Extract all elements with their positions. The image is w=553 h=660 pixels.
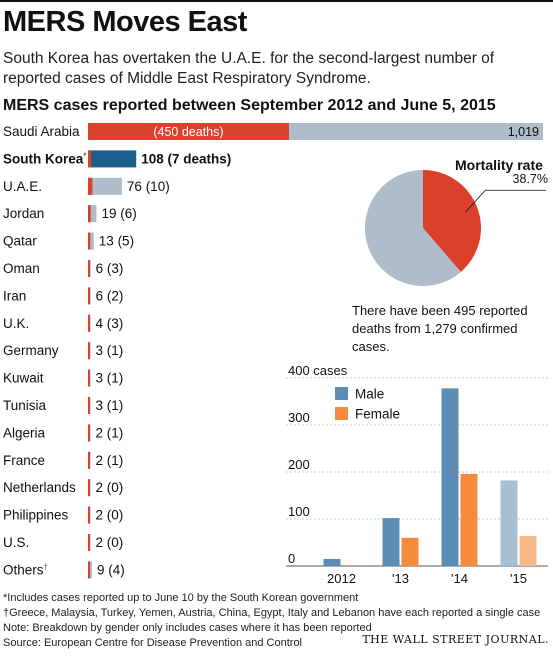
country-label-14: Philippines	[3, 508, 69, 523]
country-label-6: Iran	[3, 288, 26, 303]
mortality-pie-chart: 38.7%	[365, 170, 548, 286]
cases-bar-3	[88, 205, 97, 223]
top-rule	[0, 0, 553, 2]
country-label-12: France	[3, 453, 45, 468]
xtick-1: '13	[392, 571, 409, 586]
footnotes: *Includes cases reported up to June 10 b…	[3, 591, 553, 651]
publisher-logo: THE WALL STREET JOURNAL.	[362, 633, 549, 646]
country-label-7: U.K.	[3, 316, 29, 331]
bar-chart-title: MERS cases reported between September 20…	[3, 97, 496, 114]
deaths-bar-0	[88, 123, 289, 140]
value-label-12: 2 (1)	[96, 453, 124, 468]
cases-bar-16	[88, 561, 93, 579]
deaths-bar-16	[88, 561, 90, 579]
source: Source: European Centre for Disease Prev…	[3, 637, 303, 649]
country-label-16: Others†	[3, 562, 48, 577]
value-label-4: 13 (5)	[99, 234, 134, 249]
footnote-south-korea: *Includes cases reported up to June 10 b…	[3, 592, 359, 604]
deaths-bar-2	[88, 177, 93, 195]
value-label-14: 2 (0)	[96, 508, 124, 523]
deaths-bar-1	[88, 150, 92, 168]
value-label-3: 19 (6)	[101, 206, 136, 221]
value-label-10: 3 (1)	[96, 398, 124, 413]
footnote-mark-1: *	[83, 151, 87, 160]
deaths-bar-6	[88, 287, 90, 305]
country-label-15: U.S.	[3, 535, 29, 550]
pie-note: There have been 495 reported deaths from…	[352, 303, 528, 354]
bar-female-1	[401, 537, 419, 566]
bar-male-1	[382, 518, 400, 566]
dek: South Korea has overtaken the U.A.E. for…	[3, 50, 495, 87]
pie-slice-deaths	[423, 170, 481, 272]
legend-swatch-female	[335, 407, 348, 420]
value-label-7: 4 (3)	[96, 316, 124, 331]
value-label-1: 108 (7 deaths)	[141, 151, 231, 166]
legend-swatch-male	[335, 387, 348, 400]
cases-bar-2	[88, 177, 122, 195]
value-label-15: 2 (0)	[96, 535, 124, 550]
legend-label-male: Male	[355, 387, 384, 402]
value-label-6: 6 (2)	[96, 288, 124, 303]
xtick-0: 2012	[327, 571, 356, 586]
cases-bar-4	[88, 232, 94, 250]
cases-bar-chart: Saudi Arabia (450 deaths) 1,019 South Korea…	[3, 123, 543, 579]
country-label-11: Algeria	[3, 425, 46, 440]
cases-bar-1	[88, 150, 137, 168]
deaths-label-0: (450 deaths)	[153, 125, 223, 139]
deaths-bar-8	[88, 342, 90, 360]
deaths-bar-3	[88, 205, 91, 223]
footnote-mark-16: †	[44, 562, 48, 571]
deaths-bar-13	[88, 479, 90, 497]
value-label-9: 3 (1)	[96, 371, 124, 386]
footnote-others: †Greece, Malaysia, Turkey, Yemen, Austri…	[3, 607, 541, 619]
country-label-3: Jordan	[3, 206, 44, 221]
xtick-2: '14	[451, 571, 468, 586]
pie-label-deaths: 38.7%	[513, 172, 548, 186]
deaths-bar-15	[88, 534, 90, 551]
deaths-bar-5	[88, 260, 90, 277]
value-label-2: 76 (10)	[127, 179, 170, 194]
value-label-8: 3 (1)	[96, 343, 124, 358]
pie-leader-line	[465, 189, 546, 213]
note: Note: Breakdown by gender only includes …	[3, 622, 372, 634]
deaths-bar-14	[88, 506, 90, 524]
deaths-bar-7	[88, 314, 90, 332]
country-label-13: Netherlands	[3, 480, 76, 495]
value-label-5: 6 (3)	[96, 261, 124, 276]
value-label-16: 9 (4)	[97, 562, 125, 577]
deaths-bar-12	[88, 451, 90, 469]
headline: MERS Moves East	[3, 6, 247, 38]
deaths-bar-4	[88, 232, 91, 250]
deaths-bar-10	[88, 397, 90, 414]
ytick-0: 0	[288, 551, 295, 566]
xtick-3: '15	[510, 571, 527, 586]
ytick-2: 200	[288, 457, 310, 472]
country-label-10: Tunisia	[3, 398, 47, 413]
bar-male-0	[323, 558, 341, 566]
ytick-1: 100	[288, 504, 310, 519]
legend-label-female: Female	[355, 407, 400, 422]
pie-slice-survived	[365, 170, 461, 286]
bar-female-3	[519, 535, 537, 566]
bar-male-2	[441, 388, 459, 566]
country-label-8: Germany	[3, 343, 59, 358]
bar-male-3	[500, 480, 518, 566]
value-label-13: 2 (0)	[96, 480, 124, 495]
country-label-9: Kuwait	[3, 371, 44, 386]
bar-female-2	[460, 473, 478, 566]
country-label-4: Qatar	[3, 234, 37, 249]
deaths-bar-9	[88, 369, 90, 387]
pie-title: Mortality rate	[455, 157, 543, 173]
country-label-0: Saudi Arabia	[3, 124, 80, 139]
country-label-5: Oman	[3, 261, 40, 276]
value-label-0: 1,019	[508, 125, 539, 139]
ytick-3: 300	[288, 410, 310, 425]
country-label-2: U.A.E.	[3, 179, 42, 194]
ytick-4: 400 cases	[288, 363, 348, 378]
gender-bar-chart: 0 100 200 300 400 cases 2012 '13 '14 '15 Male Fema…	[286, 363, 548, 586]
country-label-1: South Korea*	[3, 151, 87, 166]
value-label-11: 2 (1)	[96, 425, 124, 440]
deaths-bar-11	[88, 424, 90, 442]
